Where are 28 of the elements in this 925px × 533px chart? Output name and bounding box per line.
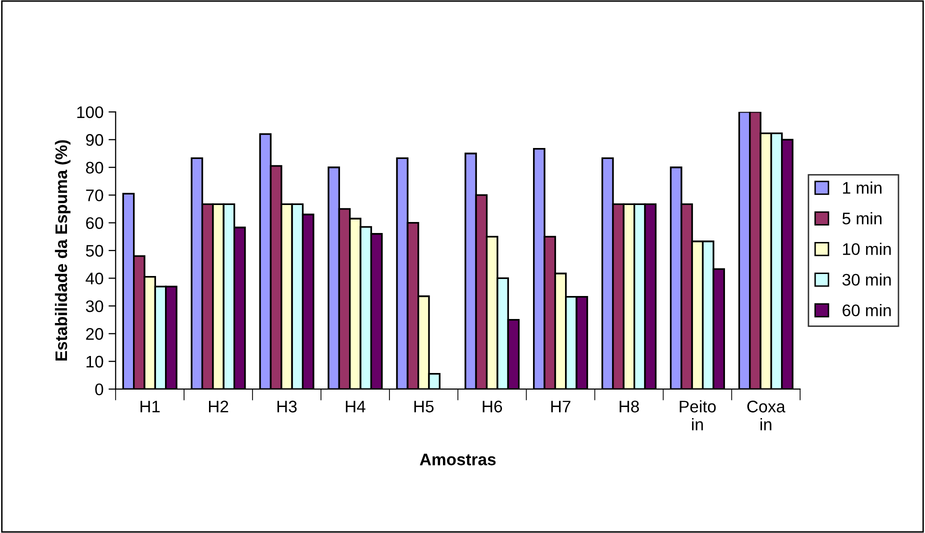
y-tick-label: 100 <box>77 106 104 118</box>
legend-label: 1 min <box>843 182 882 194</box>
legend-label: 5 min <box>842 212 882 224</box>
y-tick-label: 0 <box>95 383 104 396</box>
x-axis-title: Amostras <box>420 454 496 466</box>
x-tick-label: H7 <box>551 400 570 412</box>
legend-label: 60 min <box>842 304 891 316</box>
x-tick-label: Coxa in <box>747 400 786 430</box>
x-tick-label: H8 <box>620 400 639 412</box>
y-tick-label: 20 <box>86 328 104 340</box>
y-tick-label: 60 <box>86 217 104 229</box>
legend-label: 30 min <box>842 273 891 286</box>
y-tick-label: 90 <box>86 134 104 146</box>
x-tick-label: H1 <box>140 400 160 412</box>
x-tick-label: H6 <box>482 400 502 412</box>
legend-label: 10 min <box>843 242 891 256</box>
x-tick-label: H4 <box>346 400 366 412</box>
y-tick-label: 30 <box>86 300 104 312</box>
x-tick-label: H3 <box>277 400 297 412</box>
y-axis-title: Estabilidade da Espuma (%) <box>54 140 70 361</box>
x-tick-label: H2 <box>209 400 228 412</box>
y-tick-label: 80 <box>86 162 104 174</box>
y-tick-label: 50 <box>86 244 104 257</box>
x-tick-label: Peito in <box>680 400 716 430</box>
x-tick-label: H5 <box>414 400 434 412</box>
y-tick-label: 40 <box>86 272 104 284</box>
y-tick-label: 10 <box>86 356 104 368</box>
y-tick-label: 70 <box>86 189 104 202</box>
